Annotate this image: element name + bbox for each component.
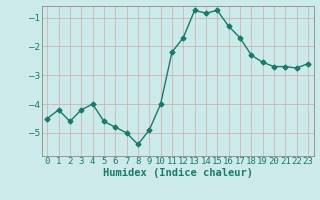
X-axis label: Humidex (Indice chaleur): Humidex (Indice chaleur) [103, 168, 252, 178]
